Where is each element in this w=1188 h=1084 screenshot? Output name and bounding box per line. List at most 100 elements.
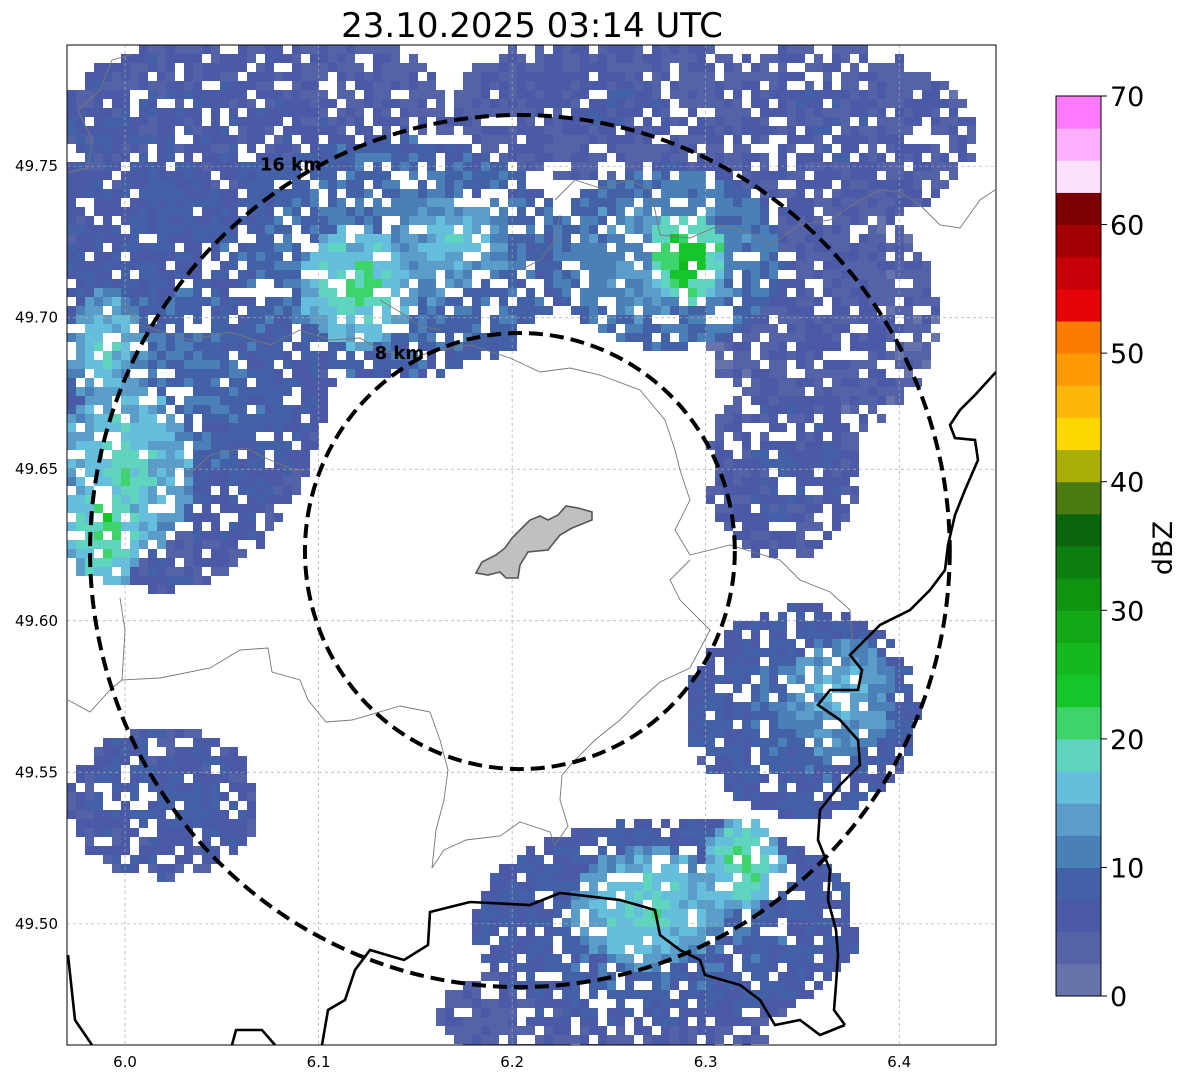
echo-cell [364,153,373,162]
echo-cell [76,801,85,810]
echo-cell [823,234,832,243]
echo-cell [805,243,814,252]
echo-cell [625,63,634,72]
echo-cell [904,324,913,333]
echo-cell [490,954,499,963]
colorbar-segment [1056,867,1101,901]
echo-cell [409,72,418,81]
echo-cell [661,297,670,306]
echo-cell [193,360,202,369]
echo-cell [112,378,121,387]
echo-cell [283,477,292,486]
echo-cell [688,972,697,981]
echo-cell [670,288,679,297]
echo-cell [814,720,823,729]
echo-cell [706,45,715,54]
echo-cell [409,324,418,333]
echo-cell [652,324,661,333]
echo-cell [760,342,769,351]
echo-cell [715,1026,724,1035]
echo-cell [562,1008,571,1017]
echo-cell [841,648,850,657]
echo-cell [436,252,445,261]
echo-cell [742,450,751,459]
echo-cell [508,108,517,117]
echo-cell [814,369,823,378]
echo-cell [121,423,130,432]
echo-cell [346,288,355,297]
echo-cell [238,315,247,324]
echo-cell [832,504,841,513]
echo-cell [544,279,553,288]
echo-cell [553,288,562,297]
echo-cell [652,297,661,306]
echo-cell [796,621,805,630]
echo-cell [148,585,157,594]
echo-cell [130,522,139,531]
echo-cell [769,288,778,297]
echo-cell [706,882,715,891]
echo-cell [742,531,751,540]
echo-cell [85,225,94,234]
echo-cell [796,909,805,918]
echo-cell [562,270,571,279]
echo-cell [769,423,778,432]
echo-cell [166,738,175,747]
echo-cell [706,828,715,837]
echo-cell [823,972,832,981]
echo-cell [607,837,616,846]
echo-cell [886,729,895,738]
echo-cell [769,531,778,540]
echo-cell [634,819,643,828]
echo-cell [850,720,859,729]
echo-cell [193,747,202,756]
echo-cell [193,774,202,783]
echo-cell [166,153,175,162]
echo-cell [868,639,877,648]
echo-cell [301,360,310,369]
echo-cell [256,45,265,54]
echo-cell [679,972,688,981]
echo-cell [166,837,175,846]
echo-cell [283,72,292,81]
echo-cell [661,234,670,243]
echo-cell [445,126,454,135]
echo-cell [175,864,184,873]
echo-cell [490,333,499,342]
echo-cell [715,972,724,981]
echo-cell [229,837,238,846]
echo-cell [364,225,373,234]
echo-cell [697,675,706,684]
echo-cell [661,279,670,288]
echo-cell [130,729,139,738]
echo-cell [931,333,940,342]
echo-cell [76,792,85,801]
echo-cell [193,378,202,387]
echo-cell [202,333,211,342]
echo-cell [202,351,211,360]
echo-cell [202,369,211,378]
echo-cell [94,774,103,783]
echo-cell [715,945,724,954]
echo-cell [643,225,652,234]
echo-cell [373,171,382,180]
echo-cell [112,792,121,801]
echo-cell [706,702,715,711]
echo-cell [130,261,139,270]
echo-cell [787,747,796,756]
echo-cell [850,684,859,693]
echo-cell [283,360,292,369]
echo-cell [850,171,859,180]
echo-cell [796,180,805,189]
echo-cell [256,414,265,423]
echo-cell [319,351,328,360]
echo-cell [778,729,787,738]
echo-cell [130,297,139,306]
echo-cell [382,207,391,216]
echo-cell [652,981,661,990]
echo-cell [319,144,328,153]
echo-cell [625,864,634,873]
echo-cell [499,153,508,162]
echo-cell [382,333,391,342]
echo-cell [661,126,670,135]
